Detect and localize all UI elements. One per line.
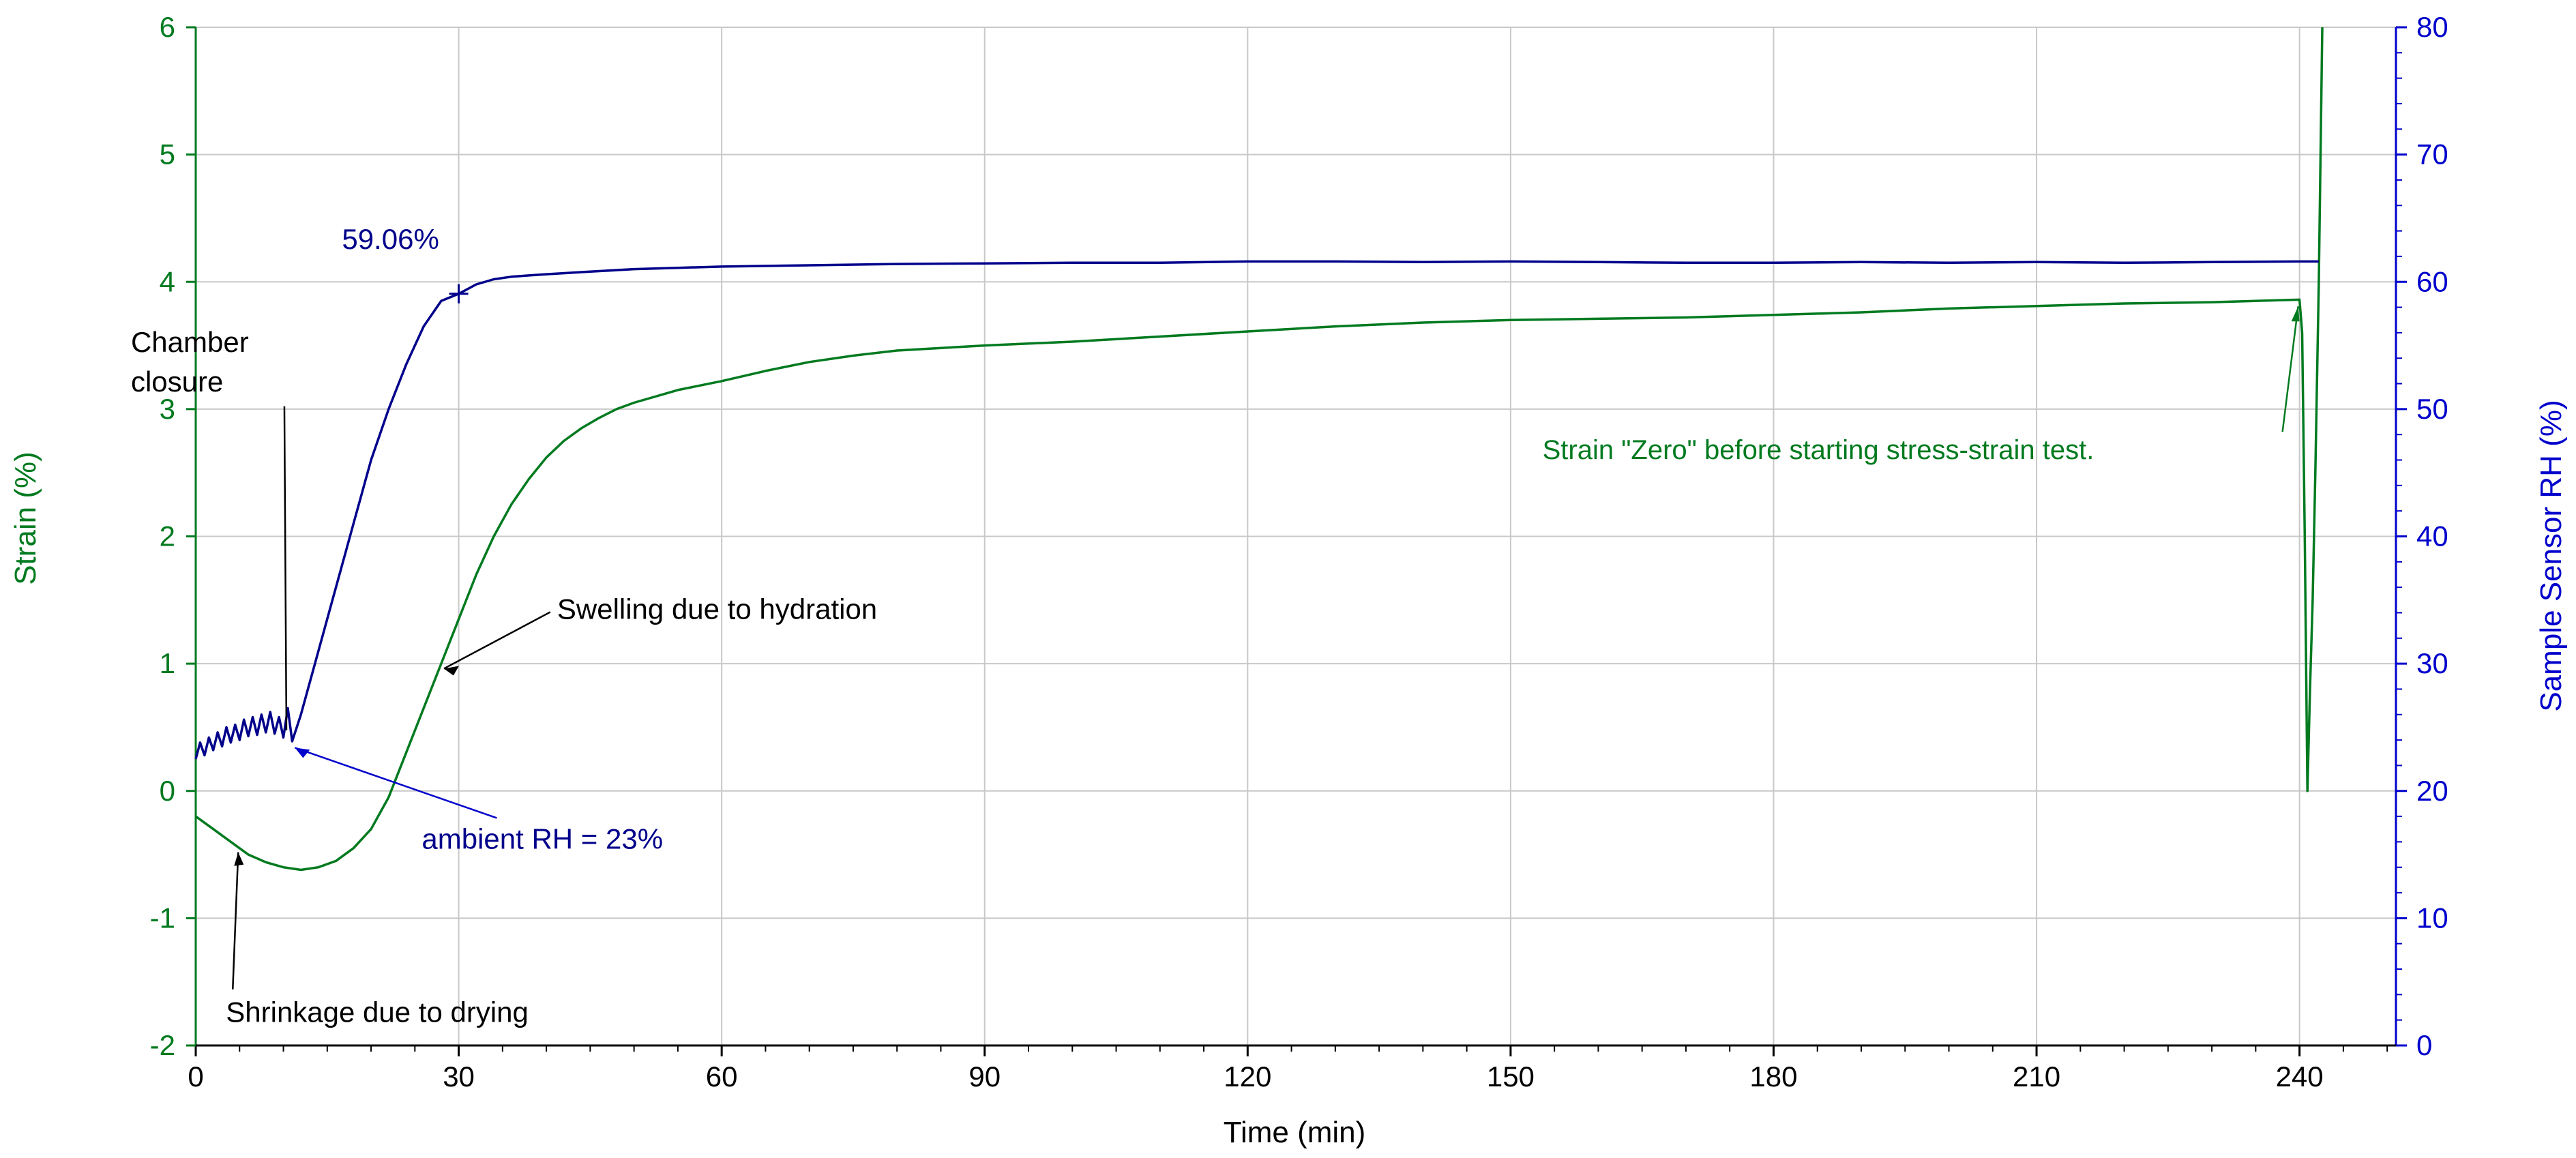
y-right-tick-label: 20 (2416, 775, 2448, 807)
annotation-layer: 59.06% Chamber closure Swelling due to hydr… (131, 223, 2300, 1028)
y-right-tick-label: 0 (2416, 1029, 2432, 1061)
y-left-tick-label: 4 (160, 265, 175, 297)
y-left-axis-title: Strain (%) (9, 451, 42, 585)
x-tick-label: 0 (188, 1060, 203, 1093)
x-tick-label: 60 (706, 1060, 738, 1093)
y-right-tick-label: 10 (2416, 902, 2448, 934)
annotation-2-label: Swelling due to hydration (557, 593, 877, 625)
y-left-tick-label: 3 (160, 393, 175, 425)
x-axis-title: Time (min) (1224, 1116, 1366, 1149)
y-right-tick-label: 80 (2416, 11, 2448, 43)
y-right-tick-label: 60 (2416, 265, 2448, 297)
y-left-tick-label: 6 (160, 11, 175, 43)
y-right-tick-label: 30 (2416, 647, 2448, 679)
annotation-0-label: 59.06% (342, 223, 439, 255)
annotation-4-label: Shrinkage due to drying (226, 996, 529, 1028)
annotation-5-leader (2281, 306, 2299, 432)
annotation-3-leader (294, 747, 497, 819)
x-tick-label: 210 (2013, 1060, 2060, 1093)
y-left-tick-label: -2 (150, 1029, 175, 1061)
axes-layer: 0 30 60 90 120 150 180 210 240-2-101234560102030… (150, 11, 2448, 1093)
strain-series-line (194, 27, 2324, 872)
x-tick-label: 240 (2276, 1060, 2324, 1093)
y-left-tick-label: 5 (160, 138, 175, 170)
grid-layer (195, 27, 2397, 1046)
annotation-1-leader (283, 406, 288, 730)
y-right-tick-label: 40 (2416, 520, 2448, 552)
annotation-3-arrowhead (295, 747, 310, 758)
y-left-tick-label: 1 (160, 647, 175, 679)
y-left-tick-label: -1 (150, 902, 175, 934)
annotation-4-leader (232, 852, 239, 990)
y-left-tick-label: 0 (160, 775, 175, 807)
y-right-tick-label: 70 (2416, 138, 2448, 170)
annotation-1-label-line1: Chamber (131, 326, 249, 358)
y-left-tick-label: 2 (160, 520, 175, 552)
annotation-2-leader (443, 611, 551, 670)
x-tick-label: 120 (1224, 1060, 1271, 1093)
annotation-1-label-line2: closure (131, 366, 223, 398)
annotation-5-arrowhead (2291, 306, 2300, 322)
series-layer (194, 27, 2324, 872)
x-tick-label: 90 (968, 1060, 1001, 1093)
annotation-5-label: Strain "Zero" before starting stress-str… (1543, 435, 2094, 465)
x-tick-label: 150 (1487, 1060, 1535, 1093)
annotation-2-arrowhead (443, 666, 459, 676)
annotation-3-label: ambient RH = 23% (421, 822, 663, 855)
annotation-4-arrowhead (234, 852, 244, 866)
x-tick-label: 30 (443, 1060, 475, 1093)
y-right-axis-title: Sample Sensor RH (%) (2534, 400, 2568, 711)
x-tick-label: 180 (1749, 1060, 1797, 1093)
rh-series-line (194, 260, 2319, 760)
y-right-tick-label: 50 (2416, 393, 2448, 425)
